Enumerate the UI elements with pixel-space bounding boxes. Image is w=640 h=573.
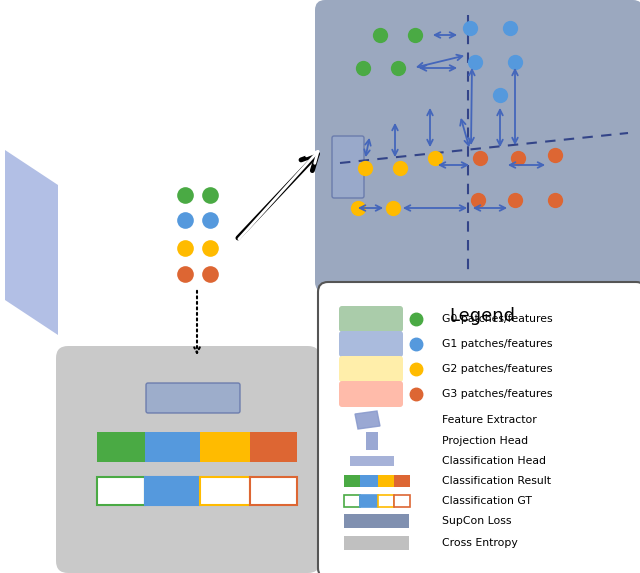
Bar [360, 495, 378, 507]
FancyBboxPatch shape [332, 136, 364, 198]
Bar [344, 536, 409, 550]
Bar [344, 514, 409, 528]
FancyBboxPatch shape [339, 306, 403, 332]
Text: Classification GT: Classification GT [442, 496, 532, 506]
Bar [350, 456, 394, 466]
Text: Classification Head: Classification Head [442, 456, 546, 466]
Bar [366, 432, 378, 450]
Bar [200, 432, 250, 462]
Bar [344, 475, 360, 487]
Bar [97, 477, 145, 505]
Text: SupCon Loss: SupCon Loss [442, 516, 511, 526]
Bar [378, 475, 394, 487]
FancyBboxPatch shape [339, 356, 403, 382]
FancyBboxPatch shape [339, 381, 403, 407]
Bar [145, 477, 200, 505]
Bar [250, 477, 297, 505]
Bar [360, 475, 378, 487]
Text: G2 patches/features: G2 patches/features [442, 364, 552, 374]
Bar [394, 475, 410, 487]
Text: Cross Entropy: Cross Entropy [442, 538, 518, 548]
FancyBboxPatch shape [318, 282, 640, 573]
FancyBboxPatch shape [315, 0, 640, 292]
Text: Legend: Legend [449, 307, 515, 325]
FancyBboxPatch shape [146, 383, 240, 413]
Bar [394, 495, 410, 507]
Text: Feature Extractor: Feature Extractor [442, 415, 537, 425]
Text: G0 patches/features: G0 patches/features [442, 314, 552, 324]
Text: Classification Result: Classification Result [442, 476, 551, 486]
Text: G3 patches/features: G3 patches/features [442, 389, 552, 399]
Bar [200, 477, 250, 505]
Text: G1 patches/features: G1 patches/features [442, 339, 552, 349]
FancyBboxPatch shape [339, 331, 403, 357]
Text: Projection Head: Projection Head [442, 436, 528, 446]
Bar [145, 432, 200, 462]
Bar [344, 495, 360, 507]
Bar [378, 495, 394, 507]
Polygon shape [355, 411, 380, 429]
Bar [97, 432, 145, 462]
FancyBboxPatch shape [56, 346, 320, 573]
Polygon shape [5, 150, 58, 335]
Bar [250, 432, 297, 462]
